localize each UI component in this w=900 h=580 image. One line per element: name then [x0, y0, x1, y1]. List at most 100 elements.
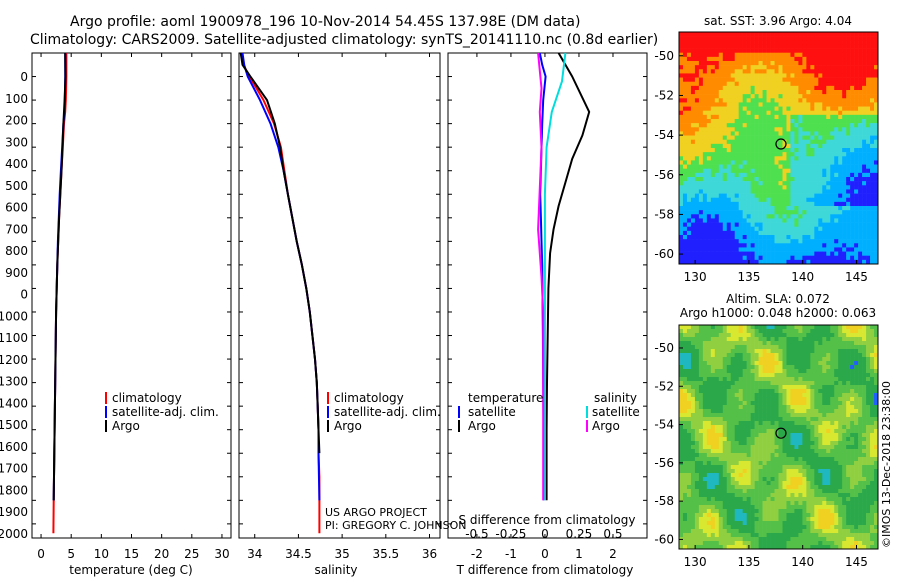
- map-cell: [834, 361, 839, 366]
- map-cell: [778, 401, 783, 406]
- map-cell: [834, 453, 839, 458]
- map-cell: [694, 73, 700, 78]
- map-cell: [742, 365, 747, 370]
- map-cell: [698, 185, 704, 190]
- map-cell: [762, 385, 767, 390]
- map-cell: [762, 110, 767, 116]
- map-cell: [730, 381, 736, 386]
- map-cell: [766, 361, 771, 366]
- map-cell: [758, 197, 763, 203]
- map-cell: [738, 453, 743, 458]
- map-cell: [794, 457, 799, 462]
- map-cell: [679, 56, 684, 62]
- map-cell: [798, 235, 803, 240]
- map-cell: [762, 106, 767, 112]
- map-cell: [714, 77, 720, 83]
- map-cell: [770, 417, 775, 422]
- map-cell: [846, 206, 851, 211]
- map-cell: [822, 461, 827, 466]
- map-cell: [734, 98, 739, 103]
- map-cell: [842, 325, 847, 330]
- map-cell: [778, 235, 783, 240]
- map-cell: [690, 385, 696, 390]
- map-cell: [854, 389, 859, 394]
- map-cell: [726, 329, 732, 334]
- map-cell: [778, 218, 783, 223]
- map-cell: [750, 461, 755, 466]
- sla-map: [679, 325, 879, 550]
- map-cell: [679, 185, 684, 190]
- map-cell: [682, 353, 688, 358]
- map-cell: [842, 131, 847, 136]
- map-cell: [826, 239, 831, 244]
- map-cell: [846, 393, 851, 398]
- map-cell: [734, 457, 739, 462]
- map-cell: [726, 135, 732, 141]
- map-cell: [806, 65, 811, 70]
- map-cell: [826, 405, 831, 410]
- map-cell: [690, 361, 696, 366]
- map-cell: [858, 85, 863, 91]
- map-cell: [786, 465, 791, 470]
- map-cell: [850, 445, 855, 450]
- map-cell: [722, 201, 728, 207]
- map-cell: [786, 449, 791, 454]
- map-cell: [854, 239, 859, 244]
- map-cell: [870, 73, 875, 78]
- map-cell: [770, 114, 775, 120]
- map-cell: [686, 123, 692, 128]
- map-cell: [862, 143, 867, 149]
- map-cell: [862, 114, 867, 120]
- map-cell: [734, 44, 739, 49]
- map-cell: [738, 106, 743, 112]
- map-cell: [866, 397, 871, 402]
- map-cell: [766, 40, 771, 45]
- map-cell: [806, 429, 811, 434]
- map-cell: [766, 139, 771, 145]
- map-cell: [762, 325, 767, 330]
- map-cell: [774, 94, 779, 99]
- map-cell: [682, 453, 688, 458]
- map-cell: [838, 226, 843, 232]
- map-cell: [742, 218, 747, 223]
- map-cell: [838, 172, 843, 178]
- map-cell: [850, 469, 855, 474]
- map-cell: [842, 230, 847, 236]
- map-cell: [818, 206, 823, 211]
- map-cell: [858, 106, 863, 112]
- map-cell: [758, 56, 763, 62]
- map-cell: [806, 377, 811, 382]
- map-cell: [858, 433, 863, 438]
- map-cell: [818, 353, 823, 358]
- map-cell: [734, 206, 739, 211]
- map-cell: [706, 397, 712, 402]
- map-cell: [702, 94, 708, 99]
- map-cell: [782, 206, 787, 211]
- map-cell: [822, 357, 827, 362]
- map-cell: [826, 135, 831, 141]
- map-cell: [682, 325, 688, 330]
- map-cell: [858, 201, 863, 207]
- map-cell: [818, 413, 823, 418]
- map-cell: [686, 239, 692, 244]
- map-cell: [782, 453, 787, 458]
- map-cell: [810, 98, 815, 103]
- map-cell: [834, 239, 839, 244]
- map-cell: [742, 437, 747, 442]
- map-cell: [714, 247, 720, 252]
- map-cell: [782, 389, 787, 394]
- map-cell: [866, 329, 871, 334]
- map-cell: [694, 65, 700, 70]
- map-cell: [846, 251, 851, 257]
- x-tick-label: 34.5: [285, 547, 312, 561]
- map-cell: [738, 168, 743, 174]
- map-cell: [722, 226, 728, 232]
- map-cell: [818, 401, 823, 406]
- map-cell: [834, 143, 839, 149]
- map-cell: [766, 123, 771, 128]
- map-cell: [702, 131, 708, 136]
- map-cell: [754, 437, 759, 442]
- map-cell: [750, 172, 755, 178]
- map-cell: [874, 345, 879, 350]
- map-cell: [854, 119, 859, 124]
